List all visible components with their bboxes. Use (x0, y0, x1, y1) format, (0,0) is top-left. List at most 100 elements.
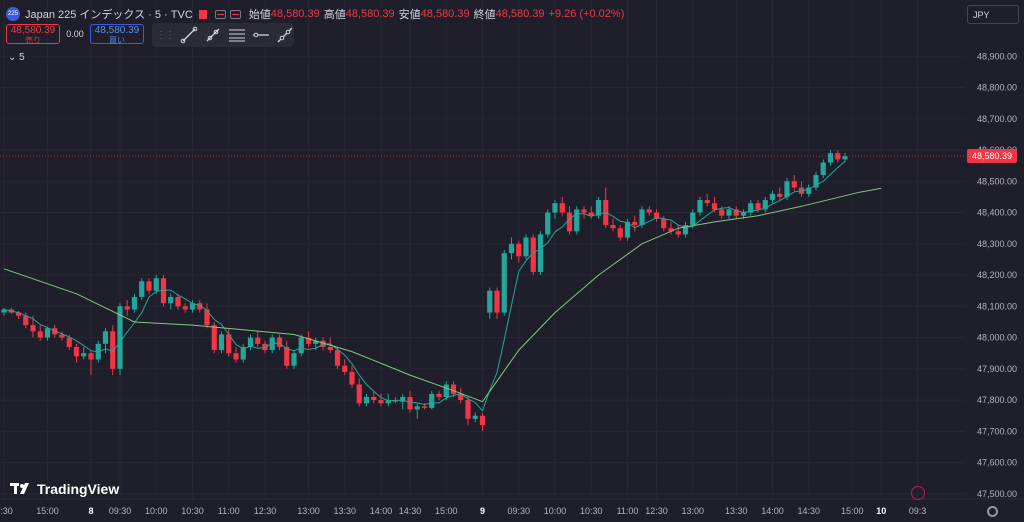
candle (653, 209, 660, 222)
candle (603, 187, 609, 229)
data-status-icon[interactable] (229, 9, 241, 19)
symbol-logo[interactable]: 225 (6, 7, 20, 21)
candle-body (472, 415, 478, 419)
low-value: 48,580.39 (420, 8, 470, 20)
high-label: 高値 (323, 9, 346, 21)
drag-handle-icon[interactable]: ⋮⋮ (156, 29, 175, 41)
candle-body (182, 306, 188, 310)
time-tick-label: 14:00 (370, 506, 393, 516)
candle (537, 231, 544, 276)
flag-icon[interactable] (198, 9, 207, 19)
buy-button[interactable]: 48,580.39 買い (90, 24, 144, 45)
candles[interactable] (1, 150, 848, 432)
candle (472, 412, 478, 422)
candle-body (777, 193, 783, 197)
candle (769, 190, 776, 204)
time-tick-label: 11:00 (218, 506, 240, 516)
candle-body (566, 212, 573, 232)
candle (240, 343, 246, 363)
candle-body (711, 203, 718, 210)
time-axis[interactable]: 4:30 15:00 8 09:30 10:00 10:30 11:00 12:30 13:00… (0, 498, 1024, 522)
candle-body (218, 334, 225, 351)
candle (146, 278, 152, 294)
candle-body (88, 353, 94, 360)
candle (298, 334, 304, 357)
candle-body (755, 203, 761, 210)
candle-body (523, 237, 529, 257)
candle-body (646, 209, 652, 213)
candle (704, 193, 710, 207)
candle-body (204, 309, 210, 326)
candle-body (334, 350, 341, 366)
candle-body (806, 187, 812, 194)
candle-body (139, 281, 145, 297)
candle-body (363, 396, 370, 404)
candle (842, 153, 848, 163)
time-tick-label: 13:00 (297, 506, 320, 516)
candle-body (291, 353, 297, 366)
chevron-down-icon[interactable]: ⌄ (8, 52, 20, 63)
time-tick-label: 10:00 (145, 506, 168, 516)
candle (682, 221, 689, 238)
candle-body (247, 337, 254, 347)
price-tick-label: 48,500.00 (977, 176, 1017, 186)
candle (697, 196, 703, 216)
candle (226, 328, 232, 357)
time-tick-label: 15:00 (841, 506, 864, 516)
candle (81, 346, 87, 360)
candle-body (494, 290, 500, 313)
time-tick-label: 13:00 (681, 506, 704, 516)
extended-line-icon[interactable] (276, 25, 294, 45)
candle-body (697, 200, 703, 213)
time-tick-label: 9 (480, 506, 485, 516)
candle (436, 390, 442, 401)
candle-body (581, 209, 587, 213)
indicator-legend[interactable]: ⌄ 5 (8, 52, 25, 63)
time-tick-label: 14:30 (399, 506, 422, 516)
lightning-icon[interactable] (911, 486, 925, 500)
candle (378, 393, 384, 407)
candle-body (552, 203, 558, 213)
candle-body (835, 153, 841, 160)
candle (407, 390, 413, 413)
high-value: 48,580.39 (345, 8, 395, 20)
candle-body (175, 296, 181, 307)
candle (1, 307, 7, 316)
drawing-toolbar: ⋮⋮ (152, 23, 294, 47)
tradingview-logo[interactable]: TradingView (10, 481, 119, 497)
symbol-name[interactable]: Japan 225 インデックス · 5 · TVC (25, 9, 193, 21)
candle (661, 215, 667, 232)
price-tick-label: 48,100.00 (977, 301, 1017, 311)
candle-body (240, 346, 246, 360)
ray-icon[interactable] (204, 25, 222, 45)
candle (429, 390, 435, 410)
settings-gear-icon[interactable] (987, 506, 998, 517)
candle (291, 350, 297, 369)
trend-line-icon[interactable] (180, 25, 198, 45)
price-axis[interactable]: 48,900.0048,800.0048,700.0048,600.0048,5… (965, 0, 1024, 522)
horizontal-ray-icon[interactable] (252, 25, 270, 45)
sell-button[interactable]: 48,580.39 売り (6, 24, 60, 45)
candle (806, 184, 812, 197)
price-tick-label: 47,800.00 (977, 395, 1017, 405)
parallel-channel-icon[interactable] (228, 25, 246, 45)
change-value: +9.26 (+0.02%) (548, 8, 625, 20)
time-tick-label: 13:30 (725, 506, 748, 516)
candle (487, 287, 493, 319)
candle (400, 393, 406, 410)
candle (197, 300, 203, 313)
market-status-icon[interactable] (214, 9, 226, 19)
candle-body (1, 309, 7, 313)
candle-body (762, 200, 768, 210)
candle (530, 234, 536, 276)
sell-price: 48,580.39 (10, 25, 56, 36)
time-tick-label: 10:30 (181, 506, 204, 516)
ma-fast-line (3, 160, 846, 412)
candle (559, 196, 565, 216)
candle-body (617, 228, 623, 238)
candle-body (682, 225, 689, 235)
candle-body (421, 406, 428, 408)
candle (320, 337, 326, 351)
currency-selector[interactable]: JPY (967, 5, 1019, 24)
